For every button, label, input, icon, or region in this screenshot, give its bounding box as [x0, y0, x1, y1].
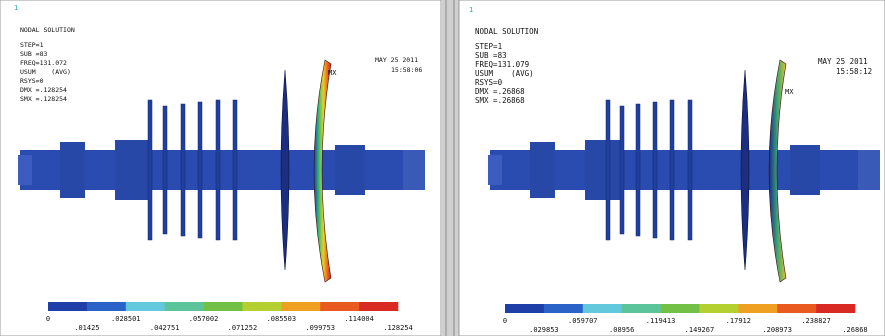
legend-swatch	[660, 304, 700, 313]
time: 15:58:12	[836, 67, 872, 76]
legend-label: .17912	[726, 317, 751, 325]
legend-swatch	[164, 302, 204, 311]
legend-swatch	[505, 304, 545, 313]
legend-label: .085503	[267, 315, 297, 323]
legend-swatch	[203, 302, 243, 311]
header-line: DMX =.26868	[475, 87, 525, 96]
legend-swatch	[738, 304, 778, 313]
legend-swatch	[582, 304, 622, 313]
header-line: STEP=1	[20, 41, 44, 49]
header-line: NODAL SOLUTION	[475, 27, 538, 36]
legend-label: .028501	[111, 315, 141, 323]
shaft-step	[60, 142, 85, 198]
disc	[215, 99, 221, 241]
window-index: 1	[469, 6, 473, 14]
header-line: USUM (AVG)	[20, 68, 71, 76]
disc	[652, 101, 658, 239]
date: MAY 25 2011	[818, 57, 868, 66]
max-label: MX	[785, 88, 794, 96]
legend-swatch	[543, 304, 584, 313]
legend-label: .238827	[801, 317, 831, 325]
legend-label: 0	[46, 315, 50, 323]
header-line: SMX =.26868	[475, 96, 525, 105]
header-line: SUB =83	[475, 51, 507, 60]
date: MAY 25 2011	[375, 56, 418, 64]
legend-swatch	[242, 302, 282, 311]
max-label: MX	[328, 69, 337, 77]
disc	[147, 99, 153, 241]
legend-label: 0	[503, 317, 507, 325]
legend-label: .071252	[228, 324, 258, 332]
disc	[232, 99, 238, 241]
legend-swatch	[281, 302, 321, 311]
disc-deformed	[768, 59, 787, 283]
legend-label: .029853	[529, 326, 559, 334]
legend-label: .042751	[150, 324, 180, 332]
legend-label: .149267	[685, 326, 715, 334]
legend-label: .208973	[762, 326, 792, 334]
disc	[635, 103, 641, 237]
legend-swatch	[320, 302, 360, 311]
legend-label: .26868	[842, 326, 867, 334]
disc-deformed	[313, 59, 332, 283]
disc	[180, 103, 186, 237]
legend-swatch	[621, 304, 661, 313]
shaft-step	[790, 145, 820, 195]
legend-label: .099753	[305, 324, 335, 332]
legend-label: .08956	[609, 326, 634, 334]
shaft-step	[335, 145, 365, 195]
disc-large	[280, 69, 290, 271]
header-line: DMX =.128254	[20, 86, 67, 94]
legend-swatch	[816, 304, 856, 313]
disc	[619, 105, 625, 235]
header-line: RSYS=0	[475, 78, 503, 87]
shaft-step	[530, 142, 555, 198]
shaft-step	[115, 140, 150, 200]
shaft-end	[18, 155, 32, 185]
header-line: USUM (AVG)	[475, 69, 534, 78]
header-line: FREQ=131.079	[475, 60, 529, 69]
legend-label: .057002	[189, 315, 219, 323]
header-line: FREQ=131.072	[20, 59, 67, 67]
disc	[687, 99, 693, 241]
disc	[669, 99, 675, 241]
header-line: SMX =.128254	[20, 95, 67, 103]
shaft-step	[585, 140, 620, 200]
legend-label: .119413	[646, 317, 676, 325]
shaft-end	[858, 150, 880, 190]
legend-swatch	[699, 304, 739, 313]
disc	[162, 105, 168, 235]
shaft-end	[403, 150, 425, 190]
legend-swatch	[125, 302, 165, 311]
legend-swatch	[777, 304, 817, 313]
time: 15:58:06	[391, 66, 422, 74]
header-line: RSYS=0	[20, 77, 44, 85]
disc	[605, 99, 611, 241]
legend-swatch	[86, 302, 127, 311]
legend-label: .059707	[568, 317, 598, 325]
header-line: SUB =83	[20, 50, 47, 58]
shaft-end	[488, 155, 502, 185]
disc-large	[740, 69, 750, 271]
legend-swatch	[48, 302, 88, 311]
disc	[197, 101, 203, 239]
legend-label: .114004	[344, 315, 374, 323]
divider	[441, 0, 459, 336]
legend-label: .128254	[383, 324, 413, 332]
window-index: 1	[14, 4, 18, 12]
header-line: STEP=1	[475, 42, 502, 51]
legend-label: .01425	[74, 324, 99, 332]
legend-swatch	[359, 302, 399, 311]
header-line: NODAL SOLUTION	[20, 26, 75, 34]
